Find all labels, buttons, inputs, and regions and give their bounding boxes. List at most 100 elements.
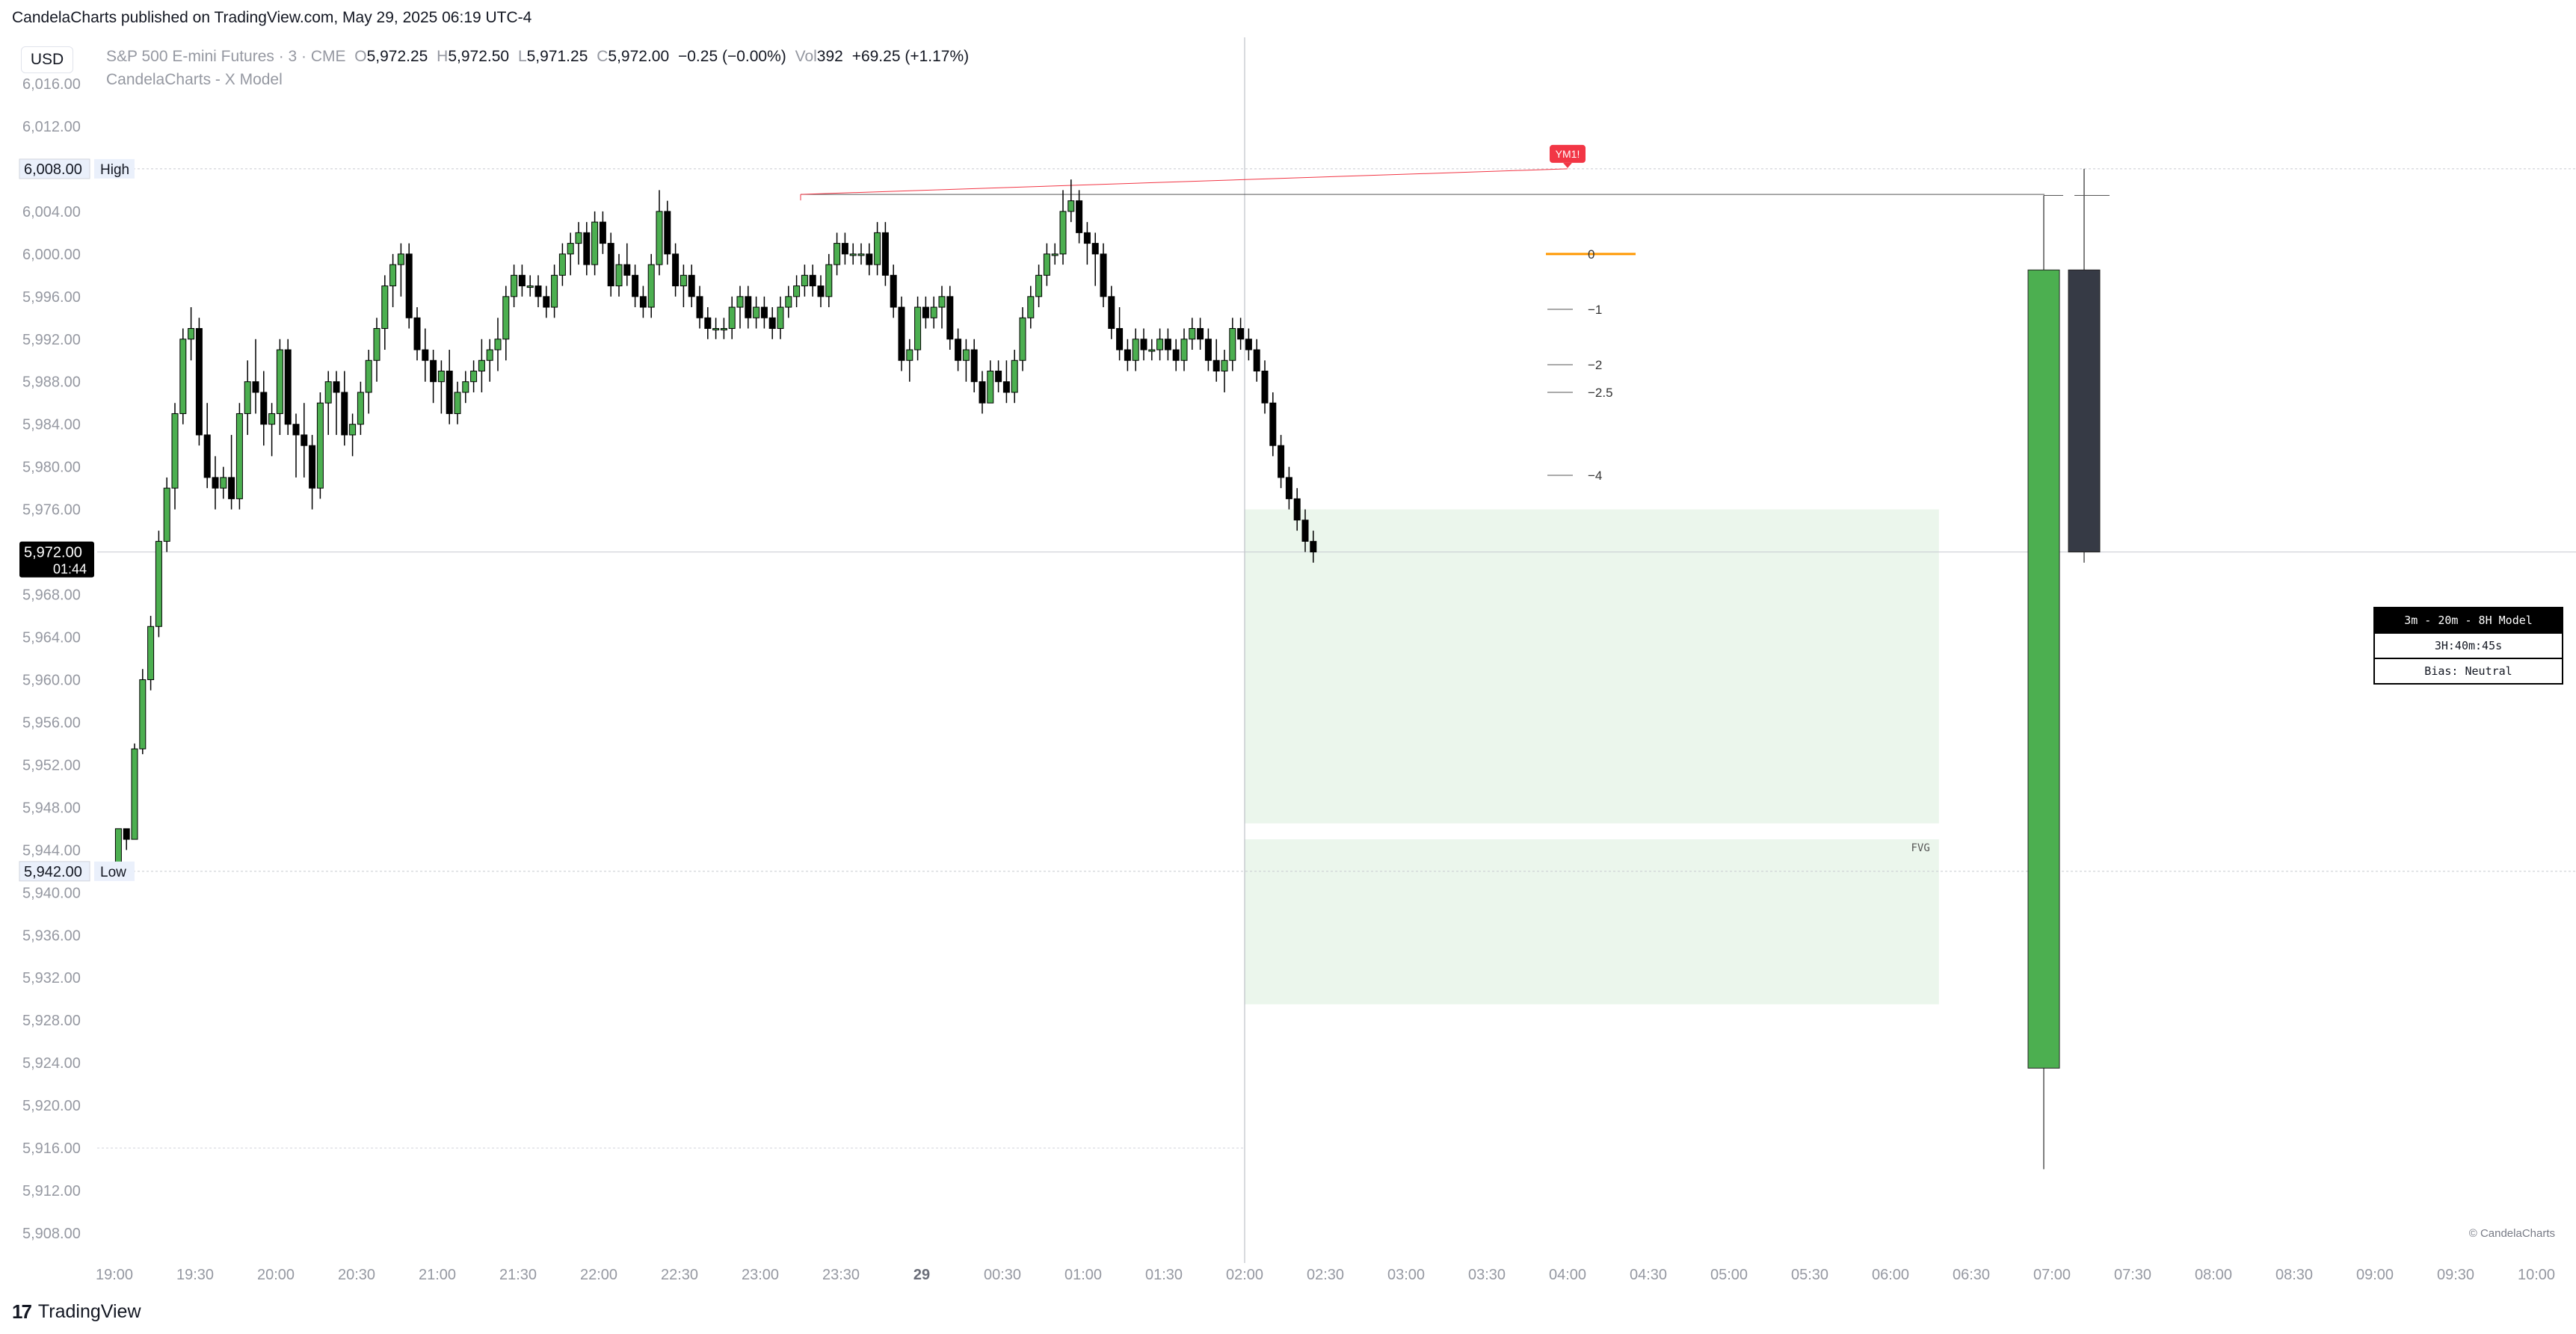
candle-body — [632, 274, 639, 297]
fvg-zone — [1245, 509, 1939, 824]
candle-body — [704, 317, 712, 330]
candle-body — [841, 243, 848, 255]
candle-body — [397, 253, 404, 265]
candle-body — [809, 274, 816, 287]
candle-body — [881, 232, 889, 276]
currency-button[interactable]: USD — [21, 46, 73, 73]
x-tick-label: 03:30 — [1468, 1267, 1506, 1283]
candle-body — [1091, 243, 1099, 255]
smt-marker-arrow — [1563, 162, 1572, 168]
candle-body — [955, 339, 962, 361]
high-label-value: 6,008.00 — [24, 161, 82, 178]
y-tick-label: 5,932.00 — [22, 970, 81, 986]
candle-body — [979, 381, 986, 404]
candle-body — [639, 296, 647, 308]
candle-body — [696, 296, 703, 318]
candle-body — [1229, 328, 1236, 361]
footer[interactable]: 17 TradingView — [12, 1300, 141, 1324]
x-tick-label: 09:30 — [2437, 1267, 2474, 1283]
info-table-text: Bias: Neutral — [2424, 664, 2512, 678]
low-label-value: 5,942.00 — [24, 864, 82, 880]
candle-body — [1011, 359, 1018, 393]
y-tick-label: 5,984.00 — [22, 417, 81, 433]
candle-body — [405, 253, 413, 318]
candle-body — [987, 371, 994, 404]
low-value: 5,971.25 — [526, 48, 588, 65]
y-tick-label: 6,012.00 — [22, 119, 81, 135]
tradingview-logo-icon: 17 — [12, 1300, 32, 1323]
htf-candle-body — [2068, 269, 2101, 553]
low-label-text: Low — [100, 865, 126, 880]
y-tick-label: 5,912.00 — [22, 1183, 81, 1199]
candle-body — [543, 296, 550, 308]
candle-body — [284, 349, 292, 425]
candle-body — [188, 328, 195, 340]
candle-body — [1172, 349, 1180, 361]
candle-body — [768, 317, 776, 330]
candle-body — [1278, 445, 1285, 478]
candle-body — [688, 274, 695, 297]
candle-body — [252, 381, 259, 393]
candle-body — [1212, 359, 1220, 371]
candle-body — [131, 748, 138, 840]
candle-body — [502, 296, 510, 340]
candle-body — [526, 285, 534, 288]
candle-body — [123, 828, 130, 840]
high-label-tag — [94, 158, 135, 179]
candle-body — [1059, 211, 1067, 255]
candle-body — [962, 349, 970, 361]
candle-body — [623, 264, 631, 276]
candle-body — [898, 306, 905, 361]
x-tick-label: 23:00 — [742, 1267, 779, 1283]
info-table-cell — [2373, 658, 2563, 685]
y-tick-label: 5,944.00 — [22, 842, 81, 859]
x-tick-label: 04:30 — [1630, 1267, 1667, 1283]
y-tick-label: 5,996.00 — [22, 289, 81, 306]
candle-body — [712, 328, 720, 331]
candle-body — [930, 306, 937, 318]
y-tick-label: 5,924.00 — [22, 1055, 81, 1072]
candle-body — [333, 381, 340, 393]
watermark-text: © CandelaCharts — [2469, 1227, 2555, 1240]
candle-body — [656, 211, 663, 265]
x-tick-label: 01:00 — [1064, 1267, 1102, 1283]
candle-body — [1043, 253, 1050, 276]
x-tick-label: 05:30 — [1791, 1267, 1828, 1283]
candle-body — [1180, 339, 1188, 361]
candle-body — [801, 274, 808, 287]
x-tick-label: 09:00 — [2356, 1267, 2394, 1283]
y-tick-label: 6,016.00 — [22, 76, 81, 93]
candle-body — [736, 296, 744, 308]
fvg-zone — [1245, 839, 1939, 1004]
deviation-level-label: −2.5 — [1588, 386, 1613, 400]
y-tick-label: 5,936.00 — [22, 927, 81, 944]
candle-body — [793, 285, 801, 297]
indicator-legend[interactable]: CandelaCharts - X Model — [106, 71, 283, 88]
candle-body — [1108, 296, 1115, 330]
candle-body — [228, 477, 235, 499]
candle-body — [1261, 371, 1269, 404]
candle-body — [413, 317, 421, 351]
x-tick-label: 29 — [913, 1267, 930, 1283]
candle-body — [591, 221, 599, 265]
candle-body — [1237, 328, 1245, 340]
candle-body — [389, 264, 397, 287]
candle-body — [437, 371, 445, 383]
x-tick-label: 06:00 — [1872, 1267, 1909, 1283]
candle-body — [235, 413, 243, 499]
candle-body — [518, 274, 526, 287]
candle-body — [373, 328, 380, 361]
y-tick-label: 5,908.00 — [22, 1226, 81, 1242]
change-value: −0.25 (−0.00%) — [677, 48, 786, 65]
candle-body — [454, 392, 461, 414]
y-tick-label: 5,960.00 — [22, 672, 81, 688]
htf-candle-body — [2027, 269, 2060, 1069]
candle-body — [833, 243, 841, 265]
candle-body — [607, 243, 614, 287]
x-tick-label: 19:30 — [176, 1267, 214, 1283]
candle-body — [260, 392, 268, 425]
x-tick-label: 08:00 — [2195, 1267, 2232, 1283]
candle-body — [292, 424, 300, 436]
candle-body — [583, 232, 591, 265]
